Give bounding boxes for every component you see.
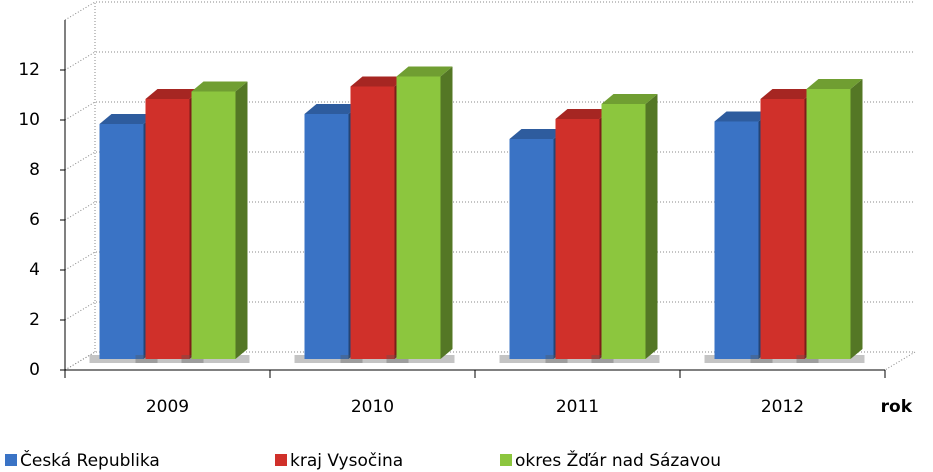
y-tick-label: 8 <box>29 160 40 180</box>
bar <box>796 79 865 363</box>
x-axis-label: rok <box>881 397 913 417</box>
bar-front <box>145 99 190 359</box>
bar <box>181 81 250 363</box>
bar-top <box>509 129 566 139</box>
bar-front <box>191 91 236 359</box>
bar-front <box>99 124 144 359</box>
grid-line <box>64 51 915 71</box>
bar-top <box>145 89 202 99</box>
bar-front <box>601 104 646 359</box>
bar-front <box>396 76 441 359</box>
bar-side <box>235 81 248 359</box>
y-tick-label: 2 <box>29 310 40 330</box>
bar-front <box>350 86 395 359</box>
legend-label: kraj Vysočina <box>290 451 403 471</box>
x-tick-label: 2010 <box>351 397 394 417</box>
legend-label: Česká Republika <box>20 449 160 471</box>
y-tick-label: 4 <box>29 260 40 280</box>
legend-swatch <box>275 454 287 466</box>
bar-top <box>350 76 407 87</box>
y-tick-label: 6 <box>29 210 40 230</box>
bar-front <box>555 119 600 359</box>
bar-top <box>304 104 361 114</box>
bar-front <box>304 114 349 359</box>
legend-label: okres Žďár nad Sázavou <box>515 449 721 471</box>
y-tick-label: 10 <box>18 110 40 130</box>
y-tick-label: 12 <box>18 60 40 80</box>
bar-top <box>99 114 156 124</box>
x-tick-label: 2011 <box>556 397 599 417</box>
x-tick-label: 2012 <box>761 397 804 417</box>
bar-top <box>191 81 248 92</box>
bar-top <box>714 111 771 122</box>
bar-front <box>509 139 554 359</box>
bar-side <box>645 94 658 359</box>
bar-side <box>440 66 453 359</box>
y-tick-label: 0 <box>29 360 40 380</box>
legend-swatch <box>500 454 512 466</box>
legend-swatch <box>5 454 17 466</box>
bar-front <box>714 121 759 359</box>
bar-top <box>396 66 453 77</box>
bar-top <box>601 94 658 104</box>
bar-top <box>806 79 863 89</box>
bar-front <box>760 99 805 359</box>
bar <box>386 66 455 363</box>
bar-front <box>806 89 851 359</box>
x-tick-label: 2009 <box>146 397 189 417</box>
bar-side <box>850 79 863 359</box>
bar-top <box>555 109 612 119</box>
bar-top <box>760 89 817 99</box>
back-wall-top <box>64 1 915 21</box>
bar <box>591 94 660 363</box>
